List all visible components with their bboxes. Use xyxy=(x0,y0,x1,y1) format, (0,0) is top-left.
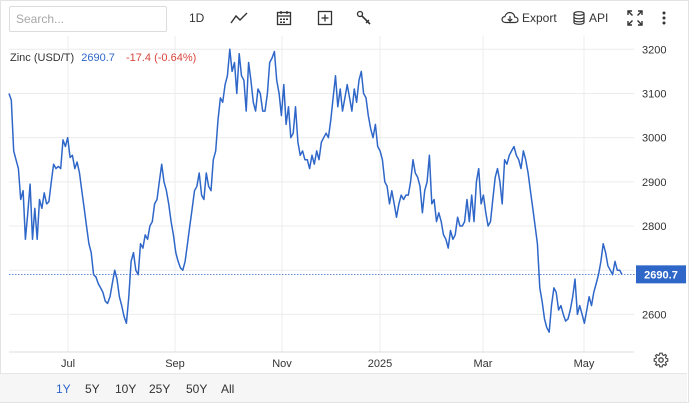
draw-tools-icon xyxy=(356,10,371,25)
range-1y-button[interactable]: 1Y xyxy=(56,382,71,396)
last-value-badge xyxy=(636,265,686,284)
add-indicator-icon xyxy=(317,10,333,26)
draw-tools-button[interactable] xyxy=(356,8,372,28)
range-10y-button[interactable]: 10Y xyxy=(115,382,137,396)
y-tick-label: 2800 xyxy=(642,221,666,233)
y-tick-label: 3000 xyxy=(642,133,666,145)
fullscreen-button[interactable] xyxy=(627,8,643,28)
x-tick-label: May xyxy=(574,358,595,370)
x-tick-label: 2025 xyxy=(368,358,392,370)
range-selector: 1Y 5Y 10Y 25Y 50Y All xyxy=(0,373,687,402)
date-range-button[interactable] xyxy=(276,8,292,28)
calendar-icon xyxy=(276,11,292,26)
x-tick-label: Jul xyxy=(61,358,75,370)
price-chart[interactable]: 2600270028002900300031003200JulSepNov202… xyxy=(0,36,687,372)
fullscreen-icon xyxy=(627,10,643,26)
chart-type-button[interactable] xyxy=(230,8,248,28)
add-indicator-button[interactable] xyxy=(317,8,333,28)
api-button[interactable]: API xyxy=(573,8,608,28)
gear-icon[interactable] xyxy=(653,352,669,368)
api-label: API xyxy=(589,11,609,25)
range-all-button[interactable]: All xyxy=(221,382,235,396)
interval-button[interactable]: 1D xyxy=(189,8,204,28)
chart-toolbar: 1D xyxy=(0,0,687,36)
x-tick-label: Mar xyxy=(474,358,493,370)
export-button[interactable]: Export xyxy=(501,8,557,28)
series-last-value: 2690.7 xyxy=(81,52,115,64)
last-value-label: 2690.7 xyxy=(644,269,678,281)
y-tick-label: 3200 xyxy=(642,44,666,56)
more-vertical-icon xyxy=(662,11,666,25)
more-menu-button[interactable] xyxy=(661,8,667,28)
y-tick-label: 2900 xyxy=(642,177,666,189)
range-50y-button[interactable]: 50Y xyxy=(186,382,208,396)
x-tick-label: Sep xyxy=(165,358,185,370)
range-25y-button[interactable]: 25Y xyxy=(149,382,171,396)
cloud-download-icon xyxy=(501,11,519,24)
price-series-line xyxy=(8,48,623,333)
series-change: -17.4 (-0.64%) xyxy=(125,52,197,64)
interval-label: 1D xyxy=(189,11,205,25)
series-name: Zinc (USD/T) xyxy=(10,52,75,64)
search-input[interactable] xyxy=(9,6,167,32)
range-5y-button[interactable]: 5Y xyxy=(85,382,100,396)
y-tick-label: 3100 xyxy=(642,88,666,100)
y-tick-label: 2600 xyxy=(642,309,666,321)
series-header: Zinc (USD/T) 2690.7 -17.4 (-0.64%) xyxy=(10,52,196,64)
database-icon xyxy=(573,11,585,25)
x-tick-label: Nov xyxy=(272,358,292,370)
line-chart-icon xyxy=(230,12,248,24)
export-label: Export xyxy=(522,11,557,25)
